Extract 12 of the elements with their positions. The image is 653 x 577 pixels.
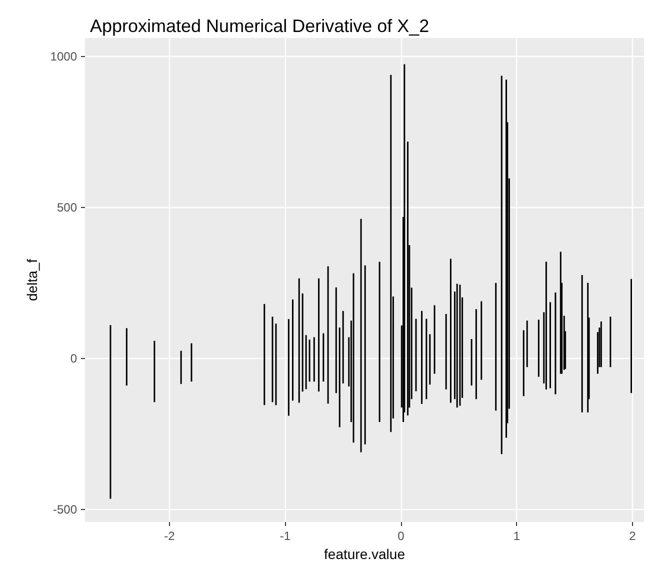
x-tick-label: -1	[280, 529, 291, 543]
x-tick-label: 1	[513, 529, 520, 543]
x-axis-title: feature.value	[324, 546, 406, 562]
x-tick-label: -2	[164, 529, 176, 543]
y-tick-label: 0	[70, 351, 78, 366]
y-tick-label: 1000	[50, 49, 78, 64]
x-tick-label: 2	[629, 529, 636, 543]
chart-title: Approximated Numerical Derivative of X_2	[90, 16, 430, 36]
y-axis-title: delta_f	[24, 258, 40, 302]
y-tick-label: 500	[56, 200, 78, 214]
x-tick-label: 0	[398, 529, 405, 543]
y-tick-label: -500	[52, 502, 78, 516]
